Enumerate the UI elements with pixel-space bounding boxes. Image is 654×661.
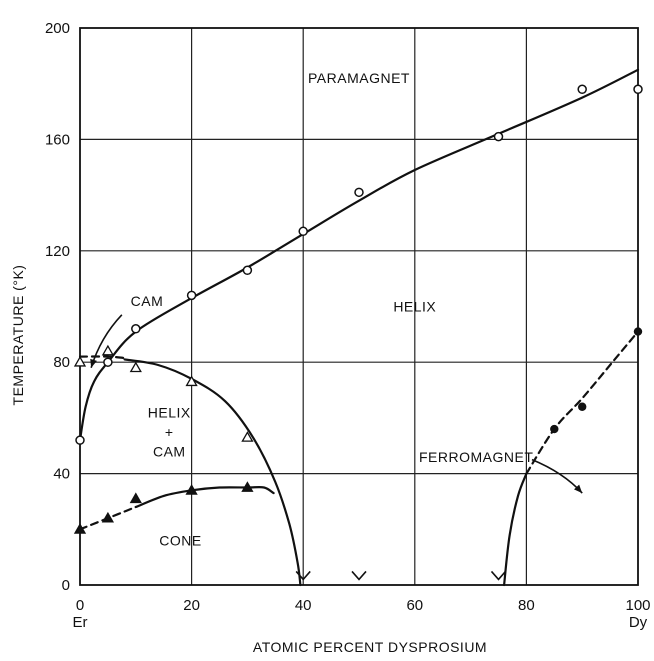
grid-layer bbox=[79, 27, 639, 586]
open-circle-point bbox=[131, 324, 141, 334]
curve-layer bbox=[78, 68, 640, 587]
region-label: CAM bbox=[153, 443, 186, 459]
x-end-label-right: Dy bbox=[629, 614, 648, 631]
plot-frame bbox=[79, 27, 639, 586]
y-tick-label: 120 bbox=[45, 243, 70, 260]
y-tick-label: 40 bbox=[53, 466, 70, 483]
x-tick-label: 40 bbox=[295, 597, 312, 614]
curve-helix-cam-boundary bbox=[123, 358, 302, 587]
open-circle-point bbox=[493, 131, 504, 142]
open-circle-point bbox=[242, 265, 253, 276]
curve-cone-boundary bbox=[134, 486, 275, 509]
open-triangle-point bbox=[73, 355, 87, 367]
region-label: CONE bbox=[159, 532, 201, 548]
annotation-layer: PARAMAGNET HELIX CAM HELIX + CAM CONE FERROMAGN… bbox=[90, 70, 583, 548]
filled-triangle-point bbox=[185, 483, 198, 495]
open-triangle-point bbox=[241, 431, 254, 442]
open-circle-point bbox=[633, 84, 643, 95]
x-tick-label: 100 bbox=[625, 597, 650, 614]
tick-label-layer: 0 20 40 60 80 100 0 40 80 120 160 200 bbox=[45, 20, 651, 614]
open-circle-point bbox=[354, 187, 364, 198]
v-mark-point bbox=[295, 570, 311, 581]
marker-layer bbox=[73, 84, 643, 581]
curve-ferromagnet-boundary-solid bbox=[503, 472, 528, 587]
filled-circle-point bbox=[550, 424, 559, 434]
region-label: CAM bbox=[131, 293, 164, 309]
region-label: HELIX bbox=[148, 404, 191, 420]
v-mark-point bbox=[351, 570, 367, 581]
curve-paramagnet-helix-boundary bbox=[78, 68, 640, 442]
filled-circle-point bbox=[633, 327, 643, 336]
filled-triangle-point bbox=[101, 511, 115, 523]
y-tick-label: 0 bbox=[62, 577, 70, 594]
y-tick-label: 160 bbox=[45, 131, 70, 148]
curve-cam-boundary bbox=[78, 355, 126, 360]
region-label: HELIX bbox=[393, 299, 436, 315]
open-circle-point bbox=[103, 357, 113, 367]
y-axis-label: TEMPERATURE (°K) bbox=[10, 265, 26, 406]
filled-triangle-point bbox=[129, 492, 142, 504]
open-circle-point bbox=[577, 84, 587, 95]
open-circle-point bbox=[75, 435, 85, 445]
open-circle-point bbox=[298, 226, 308, 237]
filled-triangle-point bbox=[73, 522, 87, 534]
annotation-arrow-line bbox=[531, 458, 583, 494]
region-label: FERROMAGNET bbox=[419, 449, 533, 465]
region-label: + bbox=[165, 424, 174, 440]
annotation-arrow-head bbox=[90, 358, 97, 368]
x-tick-label: 80 bbox=[518, 597, 535, 614]
v-mark-point bbox=[490, 570, 507, 581]
annotation-arrow-head bbox=[574, 484, 583, 494]
x-tick-label: 20 bbox=[183, 597, 200, 614]
open-triangle-point bbox=[185, 375, 198, 387]
x-axis-label: ATOMIC PERCENT DYSPROSIUM bbox=[253, 639, 487, 655]
open-circle-point bbox=[186, 290, 197, 301]
open-triangle-point bbox=[101, 344, 115, 356]
x-tick-label: 0 bbox=[76, 597, 84, 614]
y-tick-label: 200 bbox=[45, 20, 70, 37]
open-triangle-point bbox=[129, 361, 142, 373]
region-label: PARAMAGNET bbox=[308, 70, 410, 86]
x-end-label-left: Er bbox=[73, 614, 88, 631]
curve-ferromagnet-boundary-dashed bbox=[525, 330, 640, 475]
y-tick-label: 80 bbox=[53, 354, 70, 371]
filled-circle-point bbox=[578, 402, 587, 411]
x-tick-label: 60 bbox=[406, 597, 423, 614]
filled-triangle-point bbox=[241, 481, 254, 492]
